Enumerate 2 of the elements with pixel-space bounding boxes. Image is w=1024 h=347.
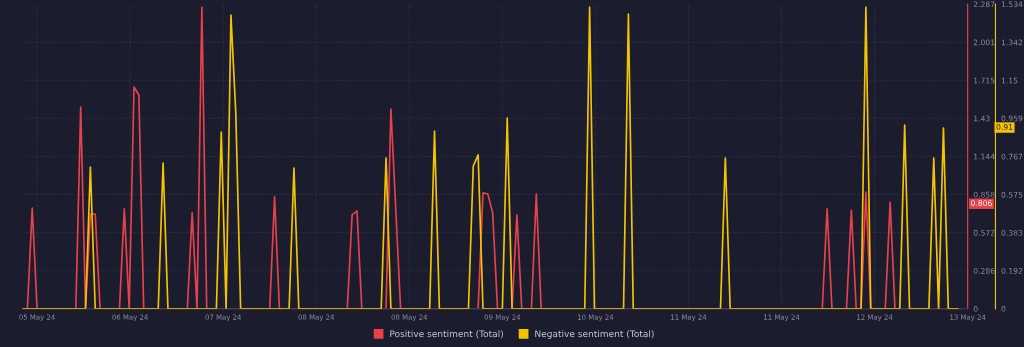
legend-label: Negative sentiment (Total) bbox=[535, 330, 654, 339]
legend-label: Positive sentiment (Total) bbox=[390, 330, 503, 339]
